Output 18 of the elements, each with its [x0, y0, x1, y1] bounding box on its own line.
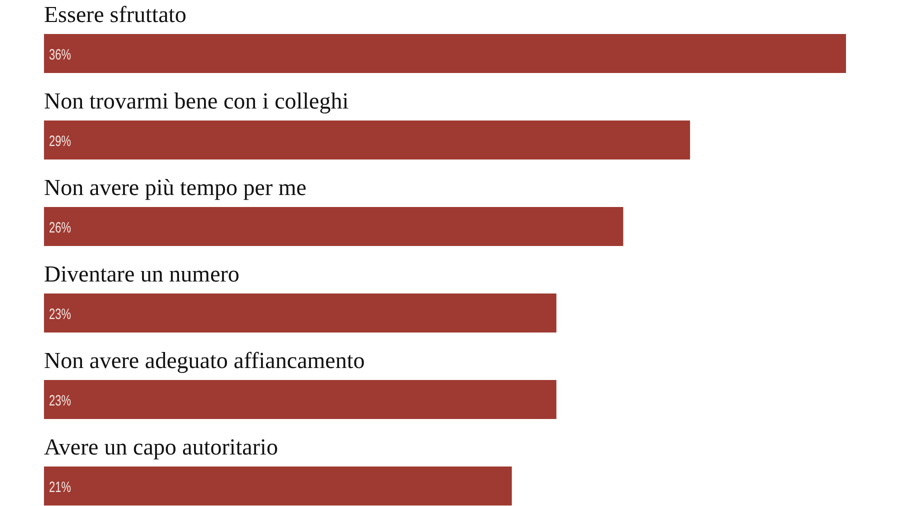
- y-tick-label: Essere sfruttato: [44, 2, 186, 27]
- bar: [44, 120, 690, 160]
- y-tick-label: Diventare un numero: [44, 262, 240, 286]
- data-label: 23%: [49, 392, 80, 410]
- data-label: 21%: [49, 479, 80, 496]
- bar: [44, 294, 556, 332]
- bar: [44, 207, 624, 246]
- data-label: 36%: [49, 46, 80, 64]
- bar: [44, 34, 846, 73]
- y-tick-label: Non avere adeguato affiancamento: [44, 348, 365, 373]
- bar: [44, 380, 556, 419]
- y-tick-label: Avere un capo autoritario: [44, 434, 278, 460]
- data-label: 29%: [49, 133, 80, 150]
- y-tick-label: Non avere più tempo per me: [44, 175, 306, 200]
- data-label: 26%: [49, 220, 80, 236]
- data-label: 23%: [49, 306, 80, 323]
- bar: [44, 466, 512, 506]
- y-tick-label: Non trovarmi bene con i colleghi: [44, 88, 349, 114]
